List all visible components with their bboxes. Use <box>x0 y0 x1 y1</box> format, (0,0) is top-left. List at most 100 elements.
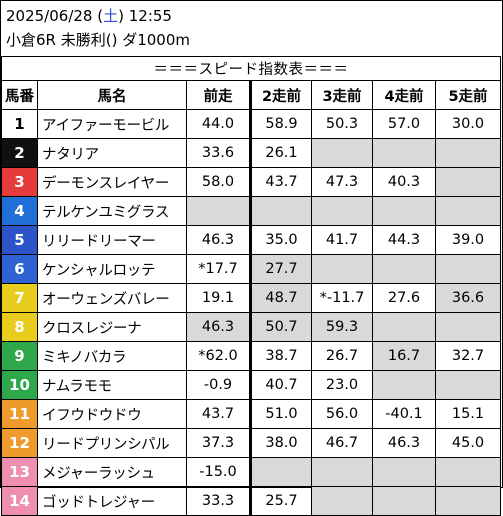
speed-index-cell <box>311 457 373 487</box>
speed-index-table: ＝＝＝スピード指数表＝＝＝ 馬番 馬名 前走 2走前 3走前 4走前 5走前 1… <box>1 56 501 516</box>
speed-index-cell <box>311 486 373 516</box>
speed-index-cell: -0.9 <box>186 370 252 400</box>
speed-index-cell: 25.7 <box>250 486 312 516</box>
horse-number: 10 <box>1 370 38 400</box>
speed-index-cell: 44.3 <box>372 225 436 255</box>
horse-number: 4 <box>1 196 38 226</box>
speed-index-cell: 38.0 <box>250 428 312 458</box>
table-row: 10 ナムラモモ -0.9 40.7 23.0 <box>1 370 501 400</box>
horse-number: 5 <box>1 225 38 255</box>
speed-index-cell: 37.3 <box>186 428 252 458</box>
speed-index-cell: 15.1 <box>435 399 501 429</box>
speed-index-cell: -40.1 <box>372 399 436 429</box>
table-row: 13 メジャーラッシュ -15.0 <box>1 457 501 487</box>
speed-index-cell: *-11.7 <box>311 283 373 313</box>
table-row: 7 オーウェンズバレー 19.1 48.7 *-11.7 27.6 36.6 <box>1 283 501 313</box>
speed-index-cell: 38.7 <box>250 341 312 371</box>
speed-index-cell: 48.7 <box>250 283 312 313</box>
horse-name: ゴッドトレジャー <box>37 486 187 516</box>
speed-index-cell <box>372 457 436 487</box>
speed-index-cell: 51.0 <box>250 399 312 429</box>
speed-index-cell: 30.0 <box>435 109 501 139</box>
horse-number: 8 <box>1 312 38 342</box>
speed-index-cell: 32.7 <box>435 341 501 371</box>
speed-index-cell: 56.0 <box>311 399 373 429</box>
table-row: 2 ナタリア 33.6 26.1 <box>1 138 501 168</box>
col-header-number: 馬番 <box>1 80 38 110</box>
speed-index-cell: -15.0 <box>186 457 252 487</box>
col-header-5back: 5走前 <box>435 80 501 110</box>
horse-name: メジャーラッシュ <box>37 457 187 487</box>
speed-index-cell: *17.7 <box>186 254 252 284</box>
horse-number: 14 <box>1 486 38 516</box>
horse-name: リリードリーマー <box>37 225 187 255</box>
speed-index-cell: 46.3 <box>186 312 252 342</box>
speed-index-cell: 59.3 <box>311 312 373 342</box>
speed-index-cell: 43.7 <box>186 399 252 429</box>
speed-index-cell <box>372 254 436 284</box>
col-header-3back: 3走前 <box>311 80 373 110</box>
horse-name: オーウェンズバレー <box>37 283 187 313</box>
race-info: 小倉6R 未勝利() ダ1000m <box>6 31 190 49</box>
horse-name: ナムラモモ <box>37 370 187 400</box>
speed-index-cell: 41.7 <box>311 225 373 255</box>
speed-index-cell <box>435 486 501 516</box>
speed-index-cell <box>435 196 501 226</box>
horse-name: イフウドウドウ <box>37 399 187 429</box>
horse-name: デーモンスレイヤー <box>37 167 187 197</box>
speed-index-cell: 58.0 <box>186 167 252 197</box>
horse-name: ケンシャルロッテ <box>37 254 187 284</box>
horse-name: ミキノバカラ <box>37 341 187 371</box>
horse-number: 1 <box>1 109 38 139</box>
day-of-week: 土 <box>103 7 119 25</box>
horse-number: 13 <box>1 457 38 487</box>
speed-index-cell: 40.7 <box>250 370 312 400</box>
speed-index-cell: 50.7 <box>250 312 312 342</box>
speed-index-cell: 39.0 <box>435 225 501 255</box>
speed-index-cell <box>186 196 252 226</box>
horse-number: 7 <box>1 283 38 313</box>
horse-name: アイファーモービル <box>37 109 187 139</box>
speed-index-cell <box>372 196 436 226</box>
speed-index-cell: 27.7 <box>250 254 312 284</box>
dow-open: ( <box>92 7 104 25</box>
speed-index-cell: 35.0 <box>250 225 312 255</box>
horse-name: リードプリンシパル <box>37 428 187 458</box>
table-row: 6 ケンシャルロッテ *17.7 27.7 <box>1 254 501 284</box>
speed-index-cell <box>372 370 436 400</box>
speed-index-cell: 26.7 <box>311 341 373 371</box>
speed-index-cell: 45.0 <box>435 428 501 458</box>
speed-index-cell <box>372 312 436 342</box>
col-header-2back: 2走前 <box>250 80 312 110</box>
table-row: 8 クロスレジーナ 46.3 50.7 59.3 <box>1 312 501 342</box>
horse-name: ナタリア <box>37 138 187 168</box>
horse-number: 12 <box>1 428 38 458</box>
speed-index-cell <box>435 254 501 284</box>
horse-number: 11 <box>1 399 38 429</box>
speed-index-cell: 46.7 <box>311 428 373 458</box>
table-row: 5 リリードリーマー 46.3 35.0 41.7 44.3 39.0 <box>1 225 501 255</box>
speed-index-cell <box>250 457 312 487</box>
speed-index-cell: 46.3 <box>372 428 436 458</box>
speed-index-cell: 33.6 <box>186 138 252 168</box>
col-header-last: 前走 <box>186 80 252 110</box>
table-title: ＝＝＝スピード指数表＝＝＝ <box>1 56 501 81</box>
horse-name: テルケンユミグラス <box>37 196 187 226</box>
table-row: 11 イフウドウドウ 43.7 51.0 56.0 -40.1 15.1 <box>1 399 501 429</box>
speed-index-cell: 58.9 <box>250 109 312 139</box>
speed-index-cell <box>250 196 312 226</box>
horse-number: 2 <box>1 138 38 168</box>
race-time: 12:55 <box>128 7 172 25</box>
speed-index-cell: 43.7 <box>250 167 312 197</box>
table-row: 14 ゴッドトレジャー 33.3 25.7 <box>1 486 501 516</box>
table-row: 9 ミキノバカラ *62.0 38.7 26.7 16.7 32.7 <box>1 341 501 371</box>
speed-index-cell <box>435 370 501 400</box>
column-header-row: 馬番 馬名 前走 2走前 3走前 4走前 5走前 <box>1 80 501 110</box>
horse-number: 6 <box>1 254 38 284</box>
speed-index-cell <box>435 312 501 342</box>
speed-index-cell: 46.3 <box>186 225 252 255</box>
table-row: 4 テルケンユミグラス <box>1 196 501 226</box>
speed-index-cell: 36.6 <box>435 283 501 313</box>
speed-index-cell: 47.3 <box>311 167 373 197</box>
race-datetime: 2025/06/28 (土) 12:55 <box>6 6 172 26</box>
